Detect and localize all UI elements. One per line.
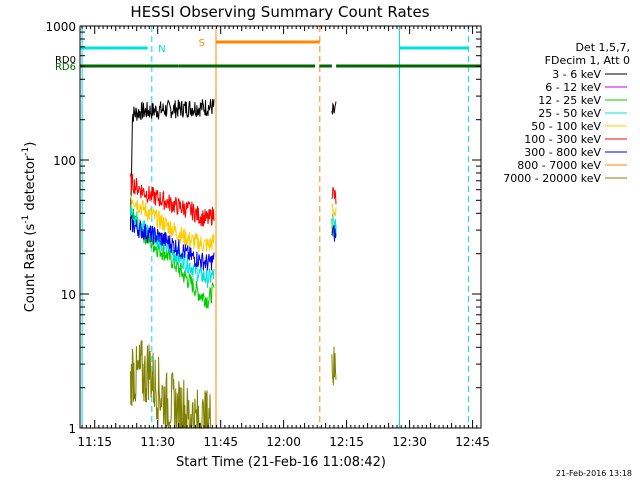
y-axis-label: Count Rate (s-1 detector-1) <box>21 142 38 313</box>
data-series <box>129 99 337 429</box>
flag-label-rd0: RD0 <box>55 55 76 66</box>
legend-label-3-6-kev: 3 - 6 keV <box>552 68 601 81</box>
series-line-300-800-kev-1 <box>331 224 337 242</box>
y-axis-label-sup-2: -1 <box>21 147 31 156</box>
x-tick-label-5: 12:30 <box>392 435 427 449</box>
footer-date: 21-Feb-2016 13:18 <box>556 469 632 478</box>
series-line-100-300-kev-1 <box>331 187 337 205</box>
series-line-3-6-kev-1 <box>331 101 337 115</box>
x-tick-label-1: 11:30 <box>140 435 175 449</box>
x-tick-label-4: 12:15 <box>329 435 364 449</box>
series-line-25-50-kev-1 <box>331 213 337 237</box>
x-axis-ticks: 11:15 11:30 11:45 12:00 12:15 12:30 12:45 <box>77 26 490 449</box>
x-tick-label-6: 12:45 <box>455 435 490 449</box>
legend-label-300-800-kev: 300 - 800 keV <box>524 146 601 159</box>
series-line-50-100-kev-1 <box>331 204 337 217</box>
series-line-7000-20000-kev-0 <box>129 339 212 429</box>
flag-label-s: S <box>199 38 205 49</box>
legend-header-0: Det 1,5,7, <box>575 41 630 54</box>
legend-label-6-12-kev: 6 - 12 keV <box>545 81 601 94</box>
y-axis-label-sup-1: -1 <box>21 215 31 224</box>
legend-label-800-7000-kev: 800 - 7000 keV <box>517 159 601 172</box>
legend-header-1: FDecim 1, Att 0 <box>545 54 630 67</box>
legend-label-12-25-kev: 12 - 25 keV <box>538 94 601 107</box>
x-tick-label-0: 11:15 <box>77 435 112 449</box>
x-tick-label-2: 11:45 <box>203 435 238 449</box>
legend-label-7000-20000-kev: 7000 - 20000 keV <box>503 172 601 185</box>
plot-frame <box>79 25 482 429</box>
x-axis-label: Start Time (21-Feb-16 11:08:42) <box>176 455 386 470</box>
series-line-300-800-kev-0 <box>129 214 215 271</box>
y-tick-label-2: 100 <box>53 154 76 168</box>
y-axis-label-mid: detector <box>23 155 38 215</box>
series-line-100-300-kev-0 <box>129 173 215 227</box>
series-line-3-6-kev-0 <box>129 99 215 231</box>
legend-label-100-300-kev: 100 - 300 keV <box>524 133 601 146</box>
chart-title: HESSI Observing Summary Count Rates <box>130 3 429 21</box>
y-tick-label-0: 1 <box>68 422 76 436</box>
flag-label-rd6: RD6 <box>55 62 76 73</box>
x-tick-label-3: 12:00 <box>266 435 301 449</box>
y-axis-label-end: ) <box>23 142 38 147</box>
series-line-7000-20000-kev-1 <box>331 346 337 386</box>
legend-label-25-50-kev: 25 - 50 keV <box>538 107 601 120</box>
y-axis-ticks: 1 10 100 1000 <box>45 20 481 436</box>
y-tick-label-3: 1000 <box>45 20 76 34</box>
series-line-50-100-kev-0 <box>129 195 215 252</box>
y-axis-label-main: Count Rate (s <box>23 224 38 313</box>
y-tick-label-1: 10 <box>61 288 76 302</box>
legend-label-50-100-kev: 50 - 100 keV <box>531 120 601 133</box>
flag-label-n: N <box>158 44 165 55</box>
